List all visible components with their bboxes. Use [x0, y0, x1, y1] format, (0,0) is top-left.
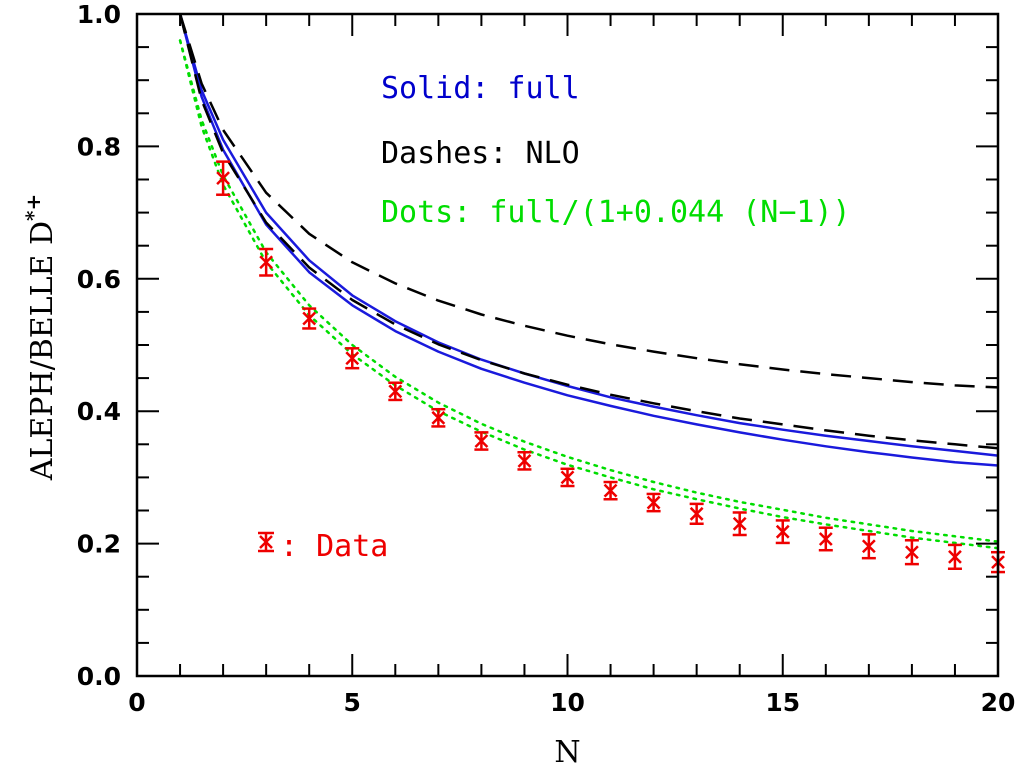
data-point: [689, 502, 704, 525]
data-legend-label: : Data: [280, 529, 388, 564]
data-legend-marker: [258, 531, 274, 553]
legend-solid: Solid: full: [381, 71, 580, 106]
series-dashed-2: [178, 13, 999, 389]
series-dashed-3: [178, 13, 999, 450]
marker-stroke: [603, 483, 618, 498]
data-point: [775, 519, 790, 545]
x-tick-label: 10: [550, 688, 585, 717]
series-solid-1: [178, 13, 999, 467]
data-marker: [603, 483, 618, 498]
data-marker: [345, 351, 360, 366]
data-point: [560, 467, 575, 488]
data-point: [517, 450, 532, 471]
legend: Solid: full Dashes: NLO Dots: full/(1+0.…: [381, 71, 851, 230]
data-marker: [818, 532, 833, 546]
data-point: [431, 407, 446, 428]
data-point: [216, 160, 231, 196]
marker-stroke: [818, 532, 833, 546]
plot-frame: [135, 12, 1000, 678]
data-point: [302, 307, 317, 330]
data-marker: [474, 434, 489, 448]
marker-stroke: [431, 410, 446, 425]
y-tick-label: 1.0: [77, 0, 121, 29]
x-tick-label: 20: [981, 688, 1016, 717]
data-point: [646, 492, 661, 513]
data-marker: [216, 171, 230, 186]
data-point: [818, 526, 833, 552]
y-tick-label: 0.2: [77, 530, 121, 559]
y-tick-label: 0.6: [77, 265, 121, 294]
data-marker: [431, 410, 446, 425]
data-point: [259, 247, 274, 277]
curves-layer: [178, 13, 1000, 550]
marker-stroke: [259, 255, 274, 270]
data-marker: [560, 470, 575, 485]
data-marker: [861, 539, 876, 554]
y-tick-label: 0.8: [77, 132, 121, 161]
data-point: [947, 543, 962, 571]
marker-stroke: [259, 535, 273, 549]
marker-stroke: [517, 453, 532, 468]
data-point: [474, 431, 489, 451]
marker-stroke: [560, 470, 575, 485]
marker-stroke: [861, 539, 876, 554]
data-marker: [948, 549, 962, 564]
data-point: [861, 533, 876, 560]
data-legend: : Data: [258, 529, 388, 564]
legend-dots: Dots: full/(1+0.044 (N−1)): [381, 195, 851, 230]
data-marker: [388, 384, 403, 399]
marker-stroke: [905, 545, 919, 560]
data-point: [388, 381, 403, 402]
data-marker: [689, 506, 704, 521]
data-point: [732, 511, 747, 537]
marker-stroke: [948, 549, 962, 564]
data-marker: [259, 535, 273, 549]
data-marker: [905, 545, 919, 560]
x-tick-label: 5: [344, 688, 361, 717]
data-marker: [732, 516, 747, 531]
marker-stroke: [345, 351, 360, 366]
marker-stroke: [732, 516, 747, 531]
data-marker: [646, 495, 661, 510]
legend-dashes: Dashes: NLO: [381, 136, 580, 171]
series-solid-0: [178, 13, 999, 457]
y-tick-label: 0.4: [77, 397, 121, 426]
y-axis-title-superscript: *+: [21, 194, 45, 221]
marker-stroke: [775, 524, 790, 539]
data-marker: [302, 311, 317, 326]
data-points-layer: [216, 160, 1005, 574]
tick-labels-layer: 0 5 10 15 20 0.0 0.2 0.4 0.6 0.8 1.0: [77, 0, 1016, 717]
marker-stroke: [388, 384, 403, 399]
marker-stroke: [646, 495, 661, 510]
y-axis-title-main: ALEPH/BELLE D: [25, 221, 60, 481]
x-tick-label: 15: [765, 688, 800, 717]
marker-stroke: [302, 311, 317, 326]
data-point: [603, 480, 618, 501]
x-axis-title: N: [554, 735, 580, 770]
y-axis-title: ALEPH/BELLE D*+: [21, 194, 60, 481]
x-tick-label: 0: [128, 688, 145, 717]
data-marker: [517, 453, 532, 468]
ticks-layer: [136, 13, 999, 677]
series-dotted-4: [178, 39, 1000, 543]
data-marker: [259, 255, 274, 270]
y-tick-label: 0.0: [77, 662, 121, 691]
marker-stroke: [689, 506, 704, 521]
data-marker: [775, 524, 790, 539]
data-point: [904, 539, 919, 566]
data-point: [345, 347, 360, 370]
series-dotted-5: [178, 39, 1000, 550]
marker-stroke: [216, 171, 230, 186]
marker-stroke: [474, 434, 489, 448]
